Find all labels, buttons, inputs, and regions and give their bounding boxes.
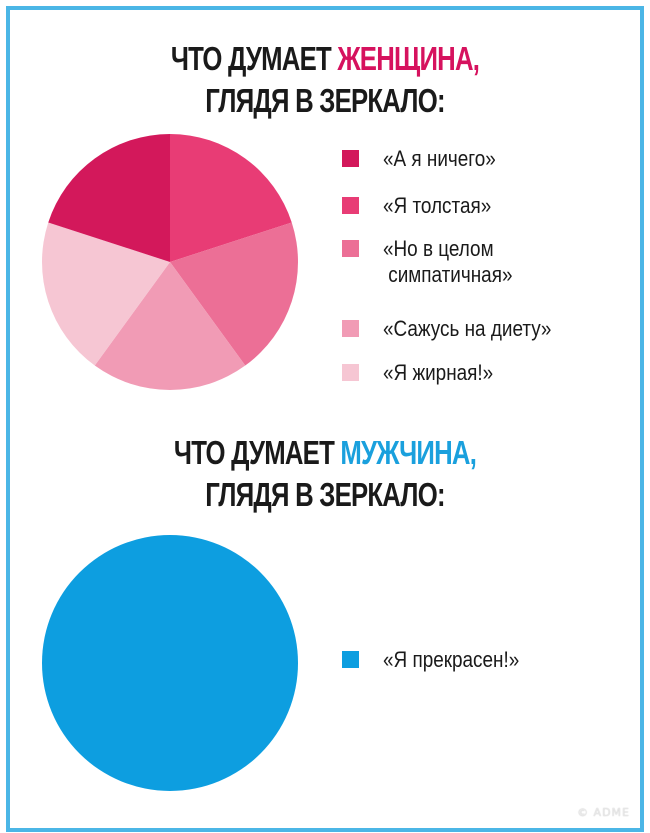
woman-title-accent: ЖЕНЩИНА, xyxy=(337,40,480,77)
woman-pie-slice-1 xyxy=(48,134,170,262)
man-pie-slice-1 xyxy=(42,535,298,791)
woman-legend-swatch-3 xyxy=(342,240,359,257)
man-chart-title: ЧТО ДУМАЕТ МУЖЧИНА, ГЛЯДЯ В ЗЕРКАЛО: xyxy=(72,432,579,516)
woman-legend-swatch-4 xyxy=(342,320,359,337)
man-title-line2: ГЛЯДЯ В ЗЕРКАЛО: xyxy=(205,476,445,513)
woman-title-prefix: ЧТО ДУМАЕТ xyxy=(170,40,338,77)
woman-pie-slice-3 xyxy=(170,222,298,366)
woman-legend-swatch-5 xyxy=(342,364,359,381)
woman-legend-label-3: «Но в целом симпатичная» xyxy=(383,236,513,287)
woman-legend-label-4: «Сажусь на диету» xyxy=(383,316,552,341)
man-legend-swatch-1 xyxy=(342,651,359,668)
man-title-accent: МУЖЧИНА, xyxy=(340,434,477,471)
woman-legend-label-2: «Я толстая» xyxy=(383,193,492,218)
watermark: © ADME xyxy=(577,806,630,819)
woman-pie-slice-5 xyxy=(42,222,170,366)
man-legend-label-1: «Я прекрасен!» xyxy=(383,647,520,672)
woman-pie-slice-2 xyxy=(170,134,292,262)
woman-title-line2: ГЛЯДЯ В ЗЕРКАЛО: xyxy=(205,82,445,119)
woman-legend-label-1: «А я ничего» xyxy=(383,146,496,171)
woman-pie-slice-4 xyxy=(94,262,246,390)
woman-legend-swatch-1 xyxy=(342,150,359,167)
woman-legend-swatch-2 xyxy=(342,197,359,214)
woman-chart-title: ЧТО ДУМАЕТ ЖЕНЩИНА, ГЛЯДЯ В ЗЕРКАЛО: xyxy=(72,38,579,122)
frame-border xyxy=(6,6,644,832)
man-title-prefix: ЧТО ДУМАЕТ xyxy=(173,434,341,471)
woman-legend-label-5: «Я жирная!» xyxy=(383,360,494,385)
